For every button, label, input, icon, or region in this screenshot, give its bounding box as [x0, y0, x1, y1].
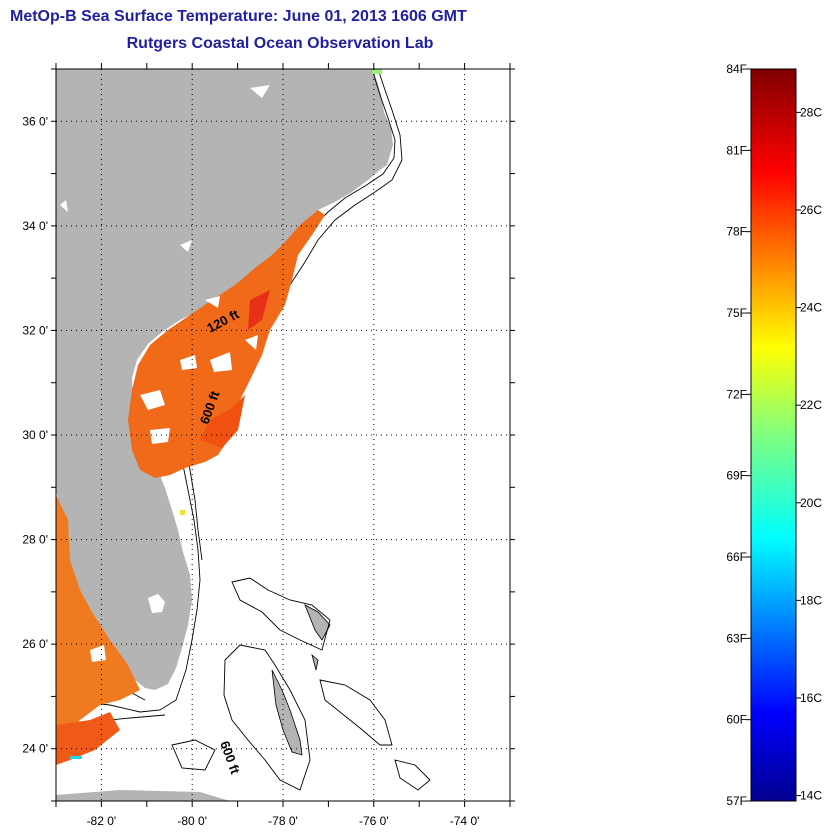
colorbar-label-c: 18C — [800, 593, 822, 607]
longitude-labels: -82 0' -80 0' -78 0' -76 0' -74 0' — [87, 814, 480, 828]
land-bottom — [56, 790, 230, 801]
latitude-labels: 24 0' 26 0' 28 0' 30 0' 32 0' 34 0' 36 0' — [22, 114, 48, 755]
lat-label: 24 0' — [22, 742, 48, 756]
lake-okeechobee — [148, 594, 165, 613]
colorbar-label-f: 60F — [726, 713, 747, 727]
lake — [250, 85, 270, 98]
colorbar-label-f: 81F — [726, 143, 747, 157]
map-title: MetOp-B Sea Surface Temperature: June 01… — [10, 8, 467, 25]
colorbar — [750, 68, 797, 802]
lat-label: 30 0' — [22, 428, 48, 442]
sst-green-pixels — [372, 69, 382, 74]
lon-label: -74 0' — [450, 814, 480, 828]
lake — [180, 240, 192, 252]
colorbar-label-f: 72F — [726, 387, 747, 401]
bahamas-bank-contours — [171, 577, 431, 791]
colorbar-label-f: 78F — [726, 225, 747, 239]
colorbar-label-f: 75F — [726, 306, 747, 320]
colorbar-celsius-labels: 28C 26C 24C 22C 20C 18C 16C 14C — [796, 105, 822, 803]
lake — [60, 200, 68, 212]
colorbar-label-f: 63F — [726, 631, 747, 645]
lat-label: 32 0' — [22, 323, 48, 337]
colorbar-label-c: 24C — [800, 301, 822, 315]
sst-cyan-pixels — [70, 756, 82, 759]
lon-label: -80 0' — [177, 814, 207, 828]
colorbar-label-c: 14C — [800, 789, 822, 803]
sst-yellow-pixels — [180, 510, 185, 515]
lon-label: -78 0' — [268, 814, 298, 828]
colorbar-label-c: 26C — [800, 203, 822, 217]
colorbar-label-f: 57F — [726, 794, 747, 808]
land-mass-us — [56, 69, 393, 690]
lat-label: 26 0' — [22, 637, 48, 651]
colorbar-label-f: 66F — [726, 550, 747, 564]
map-subtitle: Rutgers Coastal Ocean Observation Lab — [126, 35, 434, 52]
colorbar-label-c: 28C — [800, 105, 822, 119]
colorbar-label-c: 20C — [800, 496, 822, 510]
sst-cloud-gaps — [90, 296, 258, 662]
colorbar-label-f: 69F — [726, 469, 747, 483]
lon-label: -76 0' — [359, 814, 389, 828]
colorbar-label-f: 84F — [726, 62, 747, 76]
colorbar-label-c: 22C — [800, 398, 822, 412]
map-ticks — [51, 63, 515, 807]
colorbar-fahrenheit-labels: 84F 81F 78F 75F 72F 69F 66F 63F 60F 57F — [726, 62, 751, 808]
lat-label: 36 0' — [22, 114, 48, 128]
colorbar-label-c: 16C — [800, 691, 822, 705]
contour-label-600ft-bahamas: 600 ft — [217, 739, 243, 777]
lon-label: -82 0' — [87, 814, 117, 828]
map-grid — [56, 69, 510, 801]
bahamas-islands — [271, 604, 331, 756]
lat-label: 28 0' — [22, 533, 48, 547]
lat-label: 34 0' — [22, 219, 48, 233]
